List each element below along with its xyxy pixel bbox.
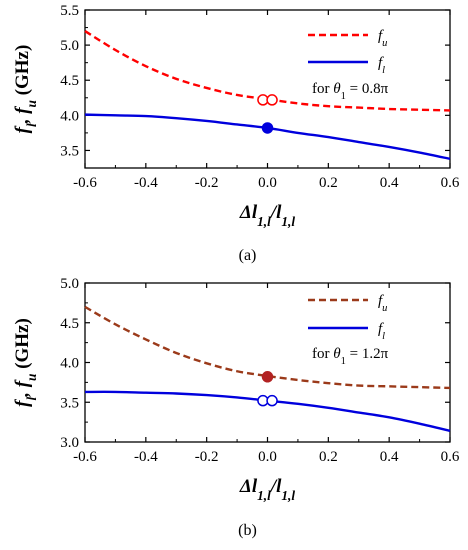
legend-label-fu: fu [378, 28, 387, 49]
panel-b: -0.6 -0.4 -0.2 0.0 0.2 0.4 0.6 3.0 3.5 4.0 4.5 5.0 f… [12, 276, 460, 539]
y-tick-label: 4.0 [60, 108, 79, 124]
x-tick-label: 0.2 [319, 175, 338, 191]
y-tick-label: 5.0 [60, 276, 79, 292]
x-tick-label: -0.6 [73, 175, 97, 191]
y-tick-label: 3.5 [60, 143, 79, 159]
y-tick-label: 3.0 [60, 435, 79, 451]
annotation-theta: for θ1 = 0.8π [312, 81, 389, 102]
legend-label-fu: fu [378, 293, 387, 314]
x-tick-label: -0.4 [134, 449, 158, 465]
y-axis-label: fl, fu (GHz) [12, 45, 39, 134]
panel-a: -0.6 -0.4 -0.2 0.0 0.2 0.4 0.6 3.5 4.0 4.5 5.0 5.5 f… [12, 3, 460, 264]
legend-label-fl: fl [378, 55, 385, 76]
series-line-fu [84, 305, 451, 390]
panel-label: (a) [239, 247, 257, 264]
y-axis-label: fl, fu (GHz) [12, 318, 39, 407]
filled-marker [261, 122, 274, 134]
x-tick-label: 0.0 [258, 175, 277, 191]
x-tick-label: -0.2 [195, 449, 219, 465]
x-tick-label: 0.6 [441, 449, 460, 465]
y-tick-label: 4.5 [60, 73, 79, 89]
series-line-fl [84, 113, 451, 161]
series-line-fu [84, 30, 451, 112]
panel-label: (b) [238, 522, 257, 539]
y-tick-label: 5.5 [60, 3, 79, 19]
y-tick-label: 5.0 [60, 38, 79, 54]
x-tick-label: -0.6 [73, 449, 97, 465]
open-marker [266, 94, 278, 106]
x-axis-label: Δl1,l/l1,l [239, 202, 295, 229]
x-tick-label: 0.4 [380, 449, 399, 465]
x-tick-label: -0.4 [134, 175, 158, 191]
y-tick-label: 4.5 [60, 316, 79, 332]
legend-label-fl: fl [378, 321, 385, 342]
y-tick-label: 3.5 [60, 395, 79, 411]
x-axis-label: Δl1,l/l1,l [239, 476, 295, 503]
x-tick-label: 0.4 [380, 175, 399, 191]
annotation-theta: for θ1 = 1.2π [312, 346, 389, 367]
plot-frame [84, 9, 451, 169]
y-tick-label: 4.0 [60, 356, 79, 372]
open-marker [266, 394, 278, 407]
x-tick-label: 0.0 [258, 449, 277, 465]
x-tick-label: -0.2 [195, 175, 219, 191]
filled-marker [261, 371, 274, 383]
x-tick-label: 0.2 [319, 449, 338, 465]
x-tick-label: 0.6 [441, 175, 460, 191]
